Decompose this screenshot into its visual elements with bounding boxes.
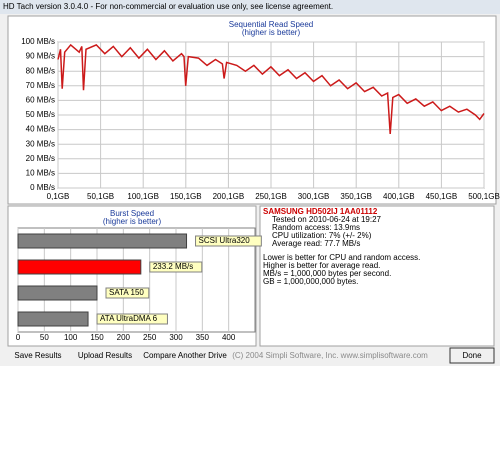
x-tick-label: 200 — [117, 333, 131, 342]
info-note: Lower is better for CPU and random acces… — [263, 253, 420, 262]
info-line: Random access: 13.9ms — [272, 223, 360, 232]
x-tick-label: 350 — [196, 333, 210, 342]
x-tick-label: 250,1GB — [255, 192, 287, 201]
burst-bar — [17, 259, 142, 275]
drive-name: SAMSUNG HD502IJ 1AA01112 — [263, 207, 378, 216]
x-tick-label: 300,1GB — [298, 192, 330, 201]
info-note: GB = 1,000,000,000 bytes. — [263, 277, 358, 286]
x-tick-label: 0 — [16, 333, 21, 342]
chart-subtitle: (higher is better) — [103, 217, 162, 226]
x-tick-label: 200,1GB — [213, 192, 245, 201]
y-tick-label: 20 MB/s — [26, 154, 55, 163]
info-note: MB/s = 1,000,000 bytes per second. — [263, 269, 391, 278]
y-tick-label: 80 MB/s — [26, 66, 55, 75]
burst-bar — [17, 285, 98, 301]
x-tick-label: 100,1GB — [127, 192, 159, 201]
y-tick-label: 100 MB/s — [21, 37, 55, 46]
done-label[interactable]: Done — [462, 351, 482, 360]
bar-label: ATA UltraDMA 6 — [100, 314, 158, 323]
x-tick-label: 50 — [40, 333, 49, 342]
bar-label-box — [105, 287, 150, 299]
y-tick-label: 90 MB/s — [26, 52, 55, 61]
bar-label-box — [195, 235, 262, 247]
bar-label: 233.2 MB/s — [153, 262, 193, 271]
burst-bar — [17, 233, 188, 249]
x-tick-label: 400 — [222, 333, 236, 342]
save-button[interactable] — [12, 349, 64, 363]
upload-button[interactable] — [76, 349, 134, 363]
info-line: Tested on 2010-06-24 at 19:27 — [272, 215, 382, 224]
compare-label[interactable]: Compare Another Drive — [143, 351, 227, 360]
x-tick-label: 500,1GB — [468, 192, 500, 201]
bar-label: SATA 150 — [109, 288, 144, 297]
x-tick-label: 150 — [90, 333, 104, 342]
x-tick-label: 400,1GB — [383, 192, 415, 201]
y-tick-label: 40 MB/s — [26, 125, 55, 134]
chart-title: Sequential Read Speed — [229, 20, 314, 29]
y-tick-label: 0 MB/s — [30, 183, 55, 192]
x-tick-label: 50,1GB — [87, 192, 114, 201]
upload-label[interactable]: Upload Results — [78, 351, 132, 360]
y-tick-label: 10 MB/s — [26, 169, 55, 178]
read-line — [57, 43, 485, 135]
window-title: HD Tach version 3.0.4.0 - For non-commer… — [3, 2, 333, 11]
info-panel — [259, 205, 495, 347]
y-tick-label: 30 MB/s — [26, 139, 55, 148]
save-label[interactable]: Save Results — [14, 351, 61, 360]
y-tick-label: 50 MB/s — [26, 110, 55, 119]
x-tick-label: 250 — [143, 333, 157, 342]
x-tick-label: 0,1GB — [47, 192, 70, 201]
info-line: CPU utilization: 7% (+/- 2%) — [272, 231, 372, 240]
x-tick-label: 100 — [64, 333, 78, 342]
info-line: Average read: 77.7 MB/s — [272, 239, 360, 248]
x-tick-label: 300 — [169, 333, 183, 342]
copyright: (C) 2004 Simpli Software, Inc. www.simpl… — [232, 351, 428, 360]
y-tick-label: 70 MB/s — [26, 81, 55, 90]
x-tick-label: 350,1GB — [340, 192, 372, 201]
done-button[interactable] — [449, 347, 495, 364]
compare-button[interactable] — [145, 349, 225, 363]
burst-bar — [17, 311, 89, 327]
chart-subtitle: (higher is better) — [242, 28, 301, 37]
bar-label: SCSI Ultra320 — [199, 236, 251, 245]
x-tick-label: 450,1GB — [426, 192, 458, 201]
bar-label-box — [149, 261, 203, 273]
title-bar — [0, 0, 500, 14]
y-tick-label: 60 MB/s — [26, 96, 55, 105]
chart-title: Burst Speed — [110, 209, 154, 218]
bar-label-box — [96, 313, 168, 325]
x-tick-label: 150,1GB — [170, 192, 202, 201]
info-note: Higher is better for average read. — [263, 261, 380, 270]
